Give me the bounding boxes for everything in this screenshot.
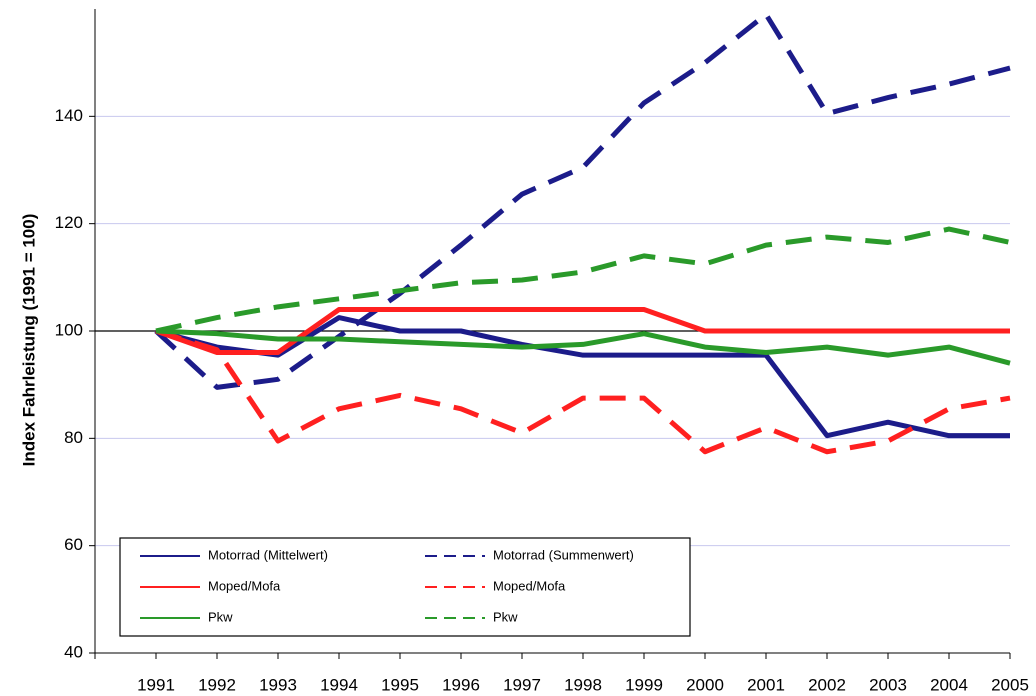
legend-label: Motorrad (Mittelwert) bbox=[208, 547, 328, 562]
series-line bbox=[155, 328, 1011, 366]
legend-label: Pkw bbox=[493, 609, 518, 624]
x-tick-label: 2000 bbox=[686, 675, 724, 694]
legend-label: Moped/Mofa bbox=[208, 578, 281, 593]
x-tick-label: 1994 bbox=[320, 675, 358, 694]
series-line bbox=[155, 226, 1011, 334]
series-line bbox=[155, 315, 1010, 439]
x-tick-label: 1999 bbox=[625, 675, 663, 694]
legend-label: Moped/Mofa bbox=[493, 578, 566, 593]
y-axis-label: Index Fahrleistung (1991 = 100) bbox=[19, 214, 38, 467]
x-tick-label: 1998 bbox=[564, 675, 602, 694]
x-tick-label: 1993 bbox=[259, 675, 297, 694]
x-tick-label: 1997 bbox=[503, 675, 541, 694]
x-tick-label: 2001 bbox=[747, 675, 785, 694]
x-tick-label: 1992 bbox=[198, 675, 236, 694]
x-tick-label: 1996 bbox=[442, 675, 480, 694]
y-tick-label: 140 bbox=[55, 106, 83, 125]
series-line bbox=[154, 11, 1011, 390]
y-tick-label: 40 bbox=[64, 642, 83, 661]
y-tick-label: 80 bbox=[64, 428, 83, 447]
legend-label: Motorrad (Summenwert) bbox=[493, 547, 634, 562]
y-tick-label: 60 bbox=[64, 535, 83, 554]
y-tick-label: 120 bbox=[55, 213, 83, 232]
legend-box bbox=[119, 537, 691, 637]
x-tick-label: 2002 bbox=[808, 675, 846, 694]
x-tick-label: 2004 bbox=[930, 675, 968, 694]
series-line bbox=[155, 328, 1011, 455]
y-tick-label: 100 bbox=[55, 320, 83, 339]
x-tick-label: 1995 bbox=[381, 675, 419, 694]
x-tick-label: 1991 bbox=[137, 675, 175, 694]
x-tick-label: 2005 bbox=[991, 675, 1029, 694]
legend-label: Pkw bbox=[208, 609, 233, 624]
x-tick-label: 2003 bbox=[869, 675, 907, 694]
